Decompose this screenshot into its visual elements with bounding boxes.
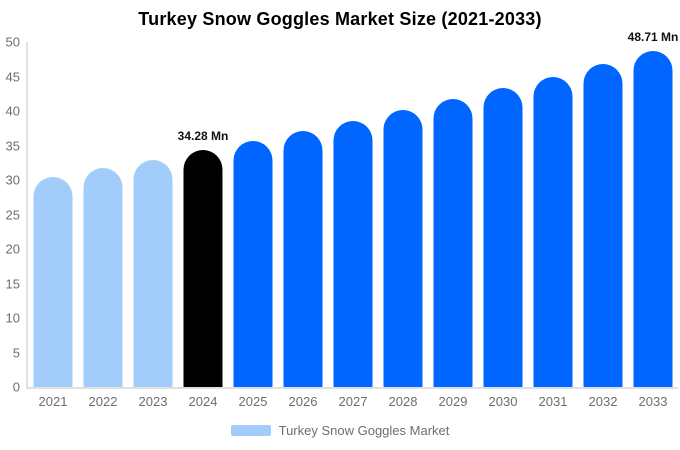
- bar-2027: [333, 121, 373, 387]
- bar-cell-2033: 48.71 Mn 2033: [628, 31, 679, 408]
- legend: Turkey Snow Goggles Market: [0, 424, 680, 437]
- bar-cell-2024: 34.28 Mn 2024: [177, 42, 229, 408]
- bar-cell-2026: 2026: [278, 42, 328, 408]
- bar-cell-2031: 2031: [528, 42, 578, 408]
- bar-2026: [283, 131, 323, 387]
- y-axis-tick-label: 0: [12, 379, 20, 395]
- bar-cell-2022: 2022: [78, 42, 128, 408]
- bar-2031: [533, 77, 573, 387]
- y-axis-tick-label: 20: [5, 241, 20, 257]
- y-axis-tick-label: 25: [5, 207, 20, 222]
- bar-cell-2029: 2029: [428, 42, 478, 408]
- bar-cell-2023: 2023: [128, 42, 178, 408]
- y-axis-tick-label: 45: [5, 69, 20, 84]
- x-axis-label-2030: 2030: [488, 394, 518, 409]
- bar-2025: [233, 140, 273, 387]
- bar-2030: [483, 87, 523, 387]
- legend-label: Turkey Snow Goggles Market: [278, 423, 450, 438]
- bar-cell-2027: 2027: [328, 42, 378, 408]
- x-axis-label-2024: 2024: [188, 394, 218, 409]
- bar-cell-2021: 2021: [28, 42, 78, 408]
- bar-cell-2028: 2028: [378, 42, 428, 408]
- y-axis-tick-label: 50: [5, 34, 20, 50]
- bar-2022: [83, 168, 123, 387]
- bar-cell-2032: 2032: [578, 42, 628, 408]
- x-axis-label-2032: 2032: [588, 394, 618, 409]
- y-axis-tick-label: 10: [5, 310, 20, 326]
- y-axis-tick-label: 40: [5, 103, 20, 119]
- legend-swatch: [230, 425, 271, 436]
- x-axis-label-2025: 2025: [238, 394, 268, 409]
- bar-2021: [33, 176, 73, 387]
- bar-chart-plot-area: 0 5 10 15 20 25 30 35 40 45 50 2021 2022 2023 34.28 M…: [6, 31, 679, 408]
- x-axis-label-2029: 2029: [438, 394, 468, 409]
- bar-2024: [183, 150, 223, 387]
- bar-cell-2025: 2025: [228, 42, 278, 408]
- x-axis-label-2027: 2027: [338, 394, 368, 409]
- bar-2029: [433, 98, 473, 387]
- bar-cell-2030: 2030: [478, 42, 528, 408]
- x-axis-label-2033: 2033: [638, 394, 668, 409]
- bar-series: 2021 2022 2023 34.28 Mn 2024 2025 2026 2027 2028…: [28, 31, 679, 408]
- bar-2033: [633, 50, 673, 387]
- bar-2023: [133, 160, 173, 387]
- x-axis-label-2026: 2026: [288, 394, 318, 409]
- bar-value-label-2024: 34.28 Mn: [177, 129, 229, 144]
- y-axis-tick-label: 35: [5, 138, 20, 153]
- x-axis-label-2031: 2031: [538, 394, 568, 409]
- bar-value-label-2033: 48.71 Mn: [627, 29, 679, 44]
- y-axis-tick-label: 30: [5, 172, 20, 188]
- x-axis-label-2023: 2023: [138, 394, 168, 409]
- bar-2032: [583, 64, 623, 387]
- bar-2028: [383, 110, 423, 387]
- x-axis-label-2028: 2028: [388, 394, 418, 409]
- x-axis-label-2022: 2022: [88, 394, 118, 409]
- chart-title: Turkey Snow Goggles Market Size (2021-20…: [138, 9, 542, 29]
- y-axis-tick-label: 15: [5, 276, 20, 291]
- x-axis-label-2021: 2021: [38, 394, 68, 409]
- y-axis-tick-label: 5: [12, 345, 20, 360]
